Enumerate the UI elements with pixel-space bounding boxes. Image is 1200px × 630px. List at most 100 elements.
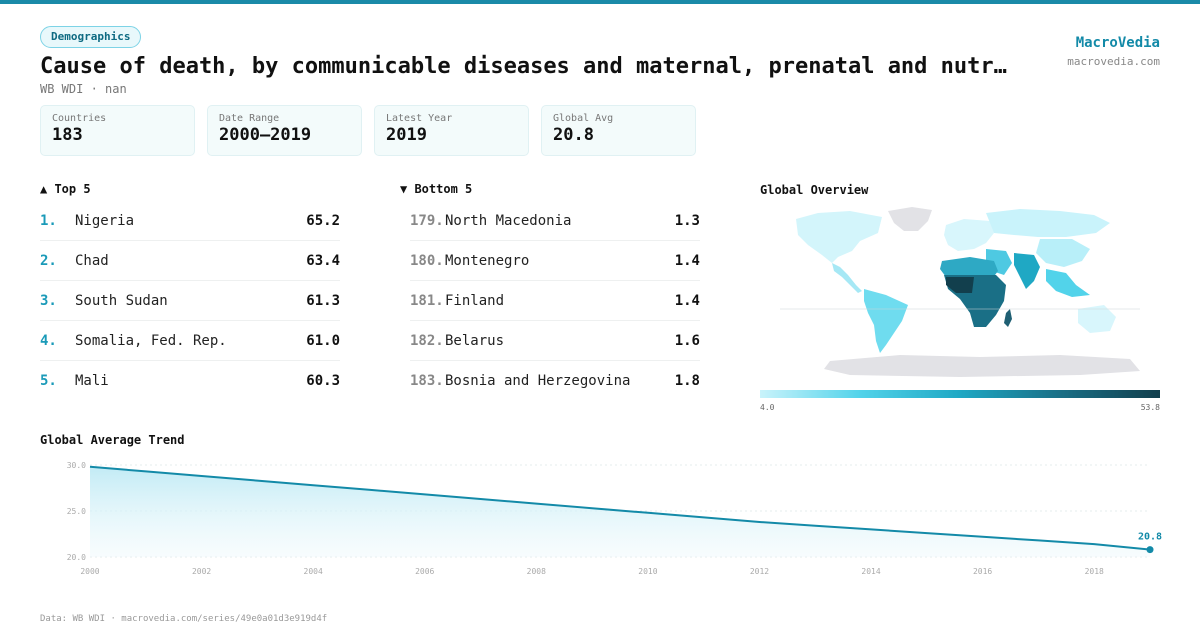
x-tick-label: 2000 [80,567,99,576]
x-tick-label: 2010 [638,567,657,576]
map-region-oceania[interactable] [1078,305,1116,333]
brand-url[interactable]: macrovedia.com [1067,55,1160,68]
country-name: South Sudan [75,292,168,309]
list-item[interactable]: 5. Mali 60.3 [40,361,340,401]
top-accent-stripe [0,0,1200,4]
country-name: Montenegro [445,252,530,269]
map-region-south-america[interactable] [864,289,908,353]
y-tick-label: 25.0 [67,507,86,516]
stat-card-global-avg: Global Avg 20.8 [541,105,696,156]
map-region-greenland[interactable] [888,207,932,231]
map-region-southeast-asia[interactable] [1046,269,1090,297]
country-value: 61.0 [306,332,340,349]
map-region-south-asia[interactable] [1014,253,1040,289]
country-value: 65.2 [306,212,340,229]
x-tick-label: 2012 [750,567,769,576]
y-tick-label: 30.0 [67,461,86,470]
trend-end-point[interactable] [1146,546,1154,554]
rank-number: 2. [40,252,57,269]
top5-title: ▲ Top 5 [40,182,91,196]
stat-label: Global Avg [553,113,614,124]
rank-number: 179. [410,212,444,229]
map-region-central-america[interactable] [832,263,862,293]
country-name: Mali [75,373,109,389]
list-item[interactable]: 180. Montenegro 1.4 [410,241,700,281]
rank-number: 180. [410,252,444,269]
x-tick-label: 2006 [415,567,434,576]
map-region-madagascar[interactable] [1004,309,1012,327]
list-item[interactable]: 182. Belarus 1.6 [410,321,700,361]
country-value: 1.6 [674,332,700,349]
map-region-east-asia[interactable] [1036,239,1090,267]
country-value: 1.8 [674,373,700,389]
list-item[interactable]: 4. Somalia, Fed. Rep. 61.0 [40,321,340,361]
x-tick-label: 2008 [527,567,546,576]
trend-area-chart[interactable]: 20.0 25.0 30.0 2000 2002 2004 2006 2008 2010 201… [0,450,1200,580]
list-item[interactable]: 2. Chad 63.4 [40,241,340,281]
legend-min-label: 4.0 [760,403,775,412]
map-region-europe[interactable] [944,219,994,251]
stat-label: Countries [52,113,107,124]
page-title: Cause of death, by communicable diseases… [40,54,1007,79]
x-tick-label: 2002 [192,567,211,576]
bottom5-title: ▼ Bottom 5 [400,182,473,196]
country-value: 61.3 [306,292,340,309]
rank-number: 181. [410,292,444,309]
x-tick-label: 2016 [973,567,992,576]
list-item[interactable]: 3. South Sudan 61.3 [40,281,340,321]
list-item[interactable]: 1. Nigeria 65.2 [40,201,340,241]
x-tick-label: 2018 [1085,567,1104,576]
country-value: 60.3 [306,373,340,389]
stat-card-latest-year: Latest Year 2019 [374,105,529,156]
map-legend-bar [760,390,1160,398]
brand-logo-text[interactable]: MacroVedia [1075,35,1160,51]
country-value: 1.3 [674,212,700,229]
country-value: 1.4 [674,252,700,269]
map-title: Global Overview [760,183,869,197]
stat-label: Latest Year [386,113,453,124]
country-value: 1.4 [674,292,700,309]
country-name: Chad [75,252,109,269]
trend-title: Global Average Trend [40,433,185,447]
trend-end-label: 20.8 [1138,532,1162,543]
bottom5-list: 179. North Macedonia 1.3 180. Montenegro… [410,201,700,401]
map-region-north-africa[interactable] [940,257,998,279]
trend-line [89,465,1151,551]
x-tick-label: 2014 [861,567,880,576]
rank-number: 3. [40,292,57,309]
list-item[interactable]: 183. Bosnia and Herzegovina 1.8 [410,361,700,401]
country-value: 63.4 [306,252,340,269]
stat-card-countries: Countries 183 [40,105,195,156]
country-name: Bosnia and Herzegovina [445,373,631,389]
country-name: North Macedonia [445,212,572,229]
list-item[interactable]: 181. Finland 1.4 [410,281,700,321]
top5-list: 1. Nigeria 65.2 2. Chad 63.4 3. South Su… [40,201,340,401]
country-name: Finland [445,292,505,309]
footer-source: Data: WB WDI · macrovedia.com/series/49e… [40,614,328,624]
rank-number: 5. [40,373,57,389]
country-name: Nigeria [75,212,135,229]
y-tick-label: 20.0 [67,553,86,562]
rank-number: 1. [40,212,57,229]
stat-label: Date Range [219,113,280,124]
map-region-north-america[interactable] [796,211,882,263]
map-region-west-africa[interactable] [946,277,974,293]
country-name: Somalia, Fed. Rep. [75,332,227,349]
world-choropleth-map[interactable] [760,205,1160,385]
x-tick-label: 2004 [304,567,323,576]
map-region-antarctica[interactable] [824,355,1140,377]
stat-value: 2000–2019 [219,125,312,145]
stat-value: 20.8 [553,125,594,145]
list-item[interactable]: 179. North Macedonia 1.3 [410,201,700,241]
stat-value: 2019 [386,125,427,145]
category-badge[interactable]: Demographics [40,26,142,48]
stat-value: 183 [52,125,83,145]
rank-number: 183. [410,373,444,389]
rank-number: 182. [410,332,444,349]
page-subtitle: WB WDI · nan [40,82,127,96]
stat-card-date-range: Date Range 2000–2019 [207,105,362,156]
map-region-north-asia[interactable] [986,209,1110,237]
rank-number: 4. [40,332,57,349]
legend-max-label: 53.8 [1140,403,1160,412]
country-name: Belarus [445,332,505,349]
